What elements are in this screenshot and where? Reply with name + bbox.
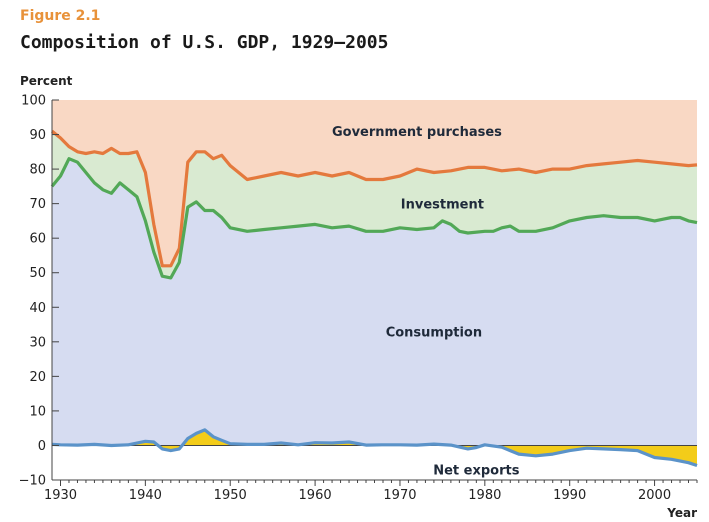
annotation-label: Consumption [386, 325, 482, 340]
y-tick-label: 10 [29, 404, 46, 419]
x-tick-label: 1980 [468, 488, 501, 503]
y-tick-label: 50 [29, 266, 46, 281]
chart-title: Composition of U.S. GDP, 1929–2005 [20, 32, 389, 53]
x-axis-title: Year [666, 506, 697, 520]
x-tick-label: 1930 [44, 488, 77, 503]
annotation-label: Net exports [433, 464, 520, 479]
x-tick-label: 1940 [129, 488, 162, 503]
x-tick-label: 1950 [214, 488, 247, 503]
y-tick-label: 0 [38, 439, 46, 454]
y-tick-label: 20 [29, 370, 46, 385]
x-tick-label: 1960 [299, 488, 332, 503]
y-tick-label: −10 [19, 474, 46, 489]
annotation-label: Government purchases [332, 125, 502, 140]
x-tick-label: 1990 [553, 488, 586, 503]
chart-areas [52, 100, 697, 466]
y-tick-label: 80 [29, 163, 46, 178]
y-tick-label: 90 [29, 128, 46, 143]
y-tick-label: 70 [29, 197, 46, 212]
x-tick-label: 2000 [638, 488, 671, 503]
y-axis-title: Percent [20, 74, 73, 88]
chart-axes: −10 0 10 20 30 40 50 60 70 80 90 100 1930 1940 1950 196… [19, 94, 698, 503]
annotation-label: Investment [401, 198, 484, 213]
net-exports-area [52, 429, 697, 466]
net-exports-line [51, 428, 698, 468]
y-tick-label: 40 [29, 301, 46, 316]
chart-lines [50, 129, 698, 468]
y-tick-label: 30 [29, 335, 46, 350]
chart-labels: Percent Year Government purchases Investmen… [20, 74, 697, 520]
consumption-area [52, 158, 697, 446]
government-line [50, 129, 698, 268]
y-tick-label: 60 [29, 232, 46, 247]
figure-label: Figure 2.1 [20, 8, 101, 24]
investment-line [50, 157, 698, 280]
x-tick-label: 1970 [383, 488, 416, 503]
y-tick-label: 100 [21, 94, 46, 109]
